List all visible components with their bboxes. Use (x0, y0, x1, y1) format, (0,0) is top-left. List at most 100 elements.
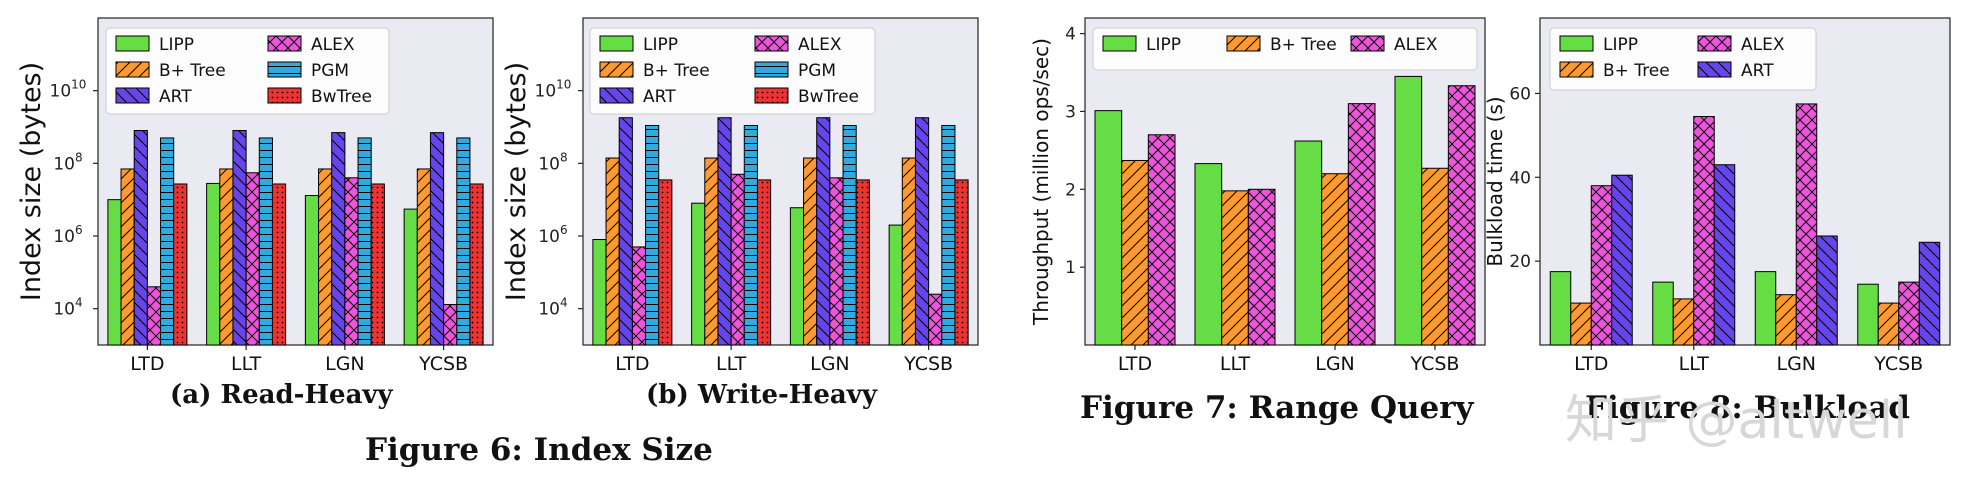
legend-label: BwTree (311, 87, 372, 107)
x-tick-label-ltd: LTD (615, 353, 649, 375)
legend: LIPP B+ Tree ALEX (1092, 27, 1478, 71)
y-tick-label: 104 (53, 296, 82, 320)
bar-hatch-art-llt (717, 117, 732, 345)
chart-3: 1 2 3 4 Throughput (million ops/sec) LTD LLT LG… (1029, 17, 1486, 375)
bar-hatch-bplus-tree-ltd (606, 158, 620, 345)
y-tick-label: 108 (538, 150, 567, 174)
bar-lipp-ycsb (888, 224, 903, 346)
bar-lipp-ycsb (1394, 75, 1423, 346)
bar-hatch-alex-ycsb (928, 294, 942, 345)
bar-hatch-bwtree-llt (757, 179, 771, 345)
y-tick-label: 106 (53, 223, 82, 247)
bar-hatch-bwtree-ltd (173, 183, 187, 345)
bar-hatch-art-ycsb (915, 117, 929, 345)
bar-hatch-alex-lgn (344, 177, 359, 345)
y-tick-label: 20 (1509, 252, 1531, 272)
x-tick-label-lgn: LGN (810, 353, 850, 375)
legend: LIPP ALEX B+ Tree PGM ART BwTree (589, 27, 876, 115)
legend-item-lipp: LIPP (1102, 35, 1181, 55)
legend-label: BwTree (798, 87, 859, 107)
bar-lipp-ltd (1094, 110, 1123, 346)
bar-hatch-bwtree-ltd (658, 179, 672, 345)
bar-hatch-pgm-ycsb (456, 137, 470, 345)
y-tick-label: 1010 (50, 78, 87, 102)
bar-hatch-art-ycsb (430, 132, 444, 345)
legend-label: LIPP (159, 35, 194, 55)
legend-label: ALEX (311, 35, 355, 55)
legend-item-bplus-tree: B+ Tree (1559, 61, 1670, 81)
y-axis-label: Index size (bytes) (16, 62, 47, 301)
legend-item-bwtree: BwTree (267, 87, 372, 107)
bar-hatch-alex-ycsb (1898, 282, 1920, 345)
legend-label: B+ Tree (159, 61, 226, 81)
bar-lipp-lgn (1754, 271, 1777, 346)
bar-hatch-alex-ltd (632, 246, 646, 345)
bar-hatch-pgm-llt (744, 125, 758, 345)
bar-hatch-alex-ycsb (443, 304, 457, 345)
bar-hatch-bplus-tree-lgn (803, 158, 817, 345)
bar-hatch-bwtree-llt (272, 183, 286, 345)
bar-hatch-art-lgn (331, 132, 345, 345)
bar-hatch-art-lgn (816, 117, 830, 345)
bar-lipp-llt (1194, 163, 1223, 346)
x-tick-label-llt: LLT (716, 353, 747, 375)
y-tick-label: 3 (1065, 102, 1076, 122)
y-axis-label: Throughput (million ops/sec) (1029, 38, 1053, 326)
bar-hatch-alex-ycsb (1448, 85, 1475, 345)
legend-label: B+ Tree (643, 61, 710, 81)
bar-hatch-bplus-tree-ycsb (417, 168, 431, 345)
bar-hatch-alex-ltd (147, 286, 161, 345)
bar-hatch-pgm-ycsb (941, 125, 955, 345)
x-tick-label-lgn: LGN (1315, 353, 1355, 375)
bar-hatch-pgm-ltd (160, 137, 174, 345)
legend-item-lipp: LIPP (115, 35, 194, 55)
legend-label: PGM (798, 61, 836, 81)
legend-item-pgm: PGM (267, 61, 349, 81)
legend-item-alex: ALEX (1697, 35, 1785, 55)
bar-hatch-bwtree-ycsb (954, 179, 969, 345)
legend-label: ALEX (798, 35, 842, 55)
bar-hatch-bplus-tree-lgn (1321, 173, 1349, 345)
legend-item-alex: ALEX (754, 35, 842, 55)
bar-hatch-alex-llt (246, 172, 260, 345)
bar-lipp-ltd (1549, 271, 1572, 346)
bar-hatch-alex-llt (1693, 116, 1715, 346)
caption-write-heavy: (b) Write-Heavy (646, 380, 877, 410)
bar-hatch-alex-lgn (1348, 103, 1375, 346)
legend-item-bplus-tree: B+ Tree (599, 61, 710, 81)
bar-lipp-lgn (1294, 140, 1323, 346)
legend-item-pgm: PGM (754, 61, 836, 81)
legend-item-alex: ALEX (267, 35, 355, 55)
legend-item-lipp: LIPP (599, 35, 678, 55)
bar-lipp-ltd (592, 239, 607, 346)
bar-lipp-lgn (304, 195, 320, 346)
bar-hatch-alex-lgn (829, 177, 844, 345)
bar-hatch-bplus-tree-llt (1221, 190, 1249, 345)
legend-label: B+ Tree (1603, 61, 1670, 81)
legend-item-art: ART (1697, 61, 1774, 81)
y-tick-label: 60 (1509, 84, 1531, 104)
legend-label: B+ Tree (1270, 35, 1337, 55)
bar-lipp-ltd (107, 199, 122, 346)
bar-lipp-ycsb (1857, 283, 1879, 346)
legend-item-alex: ALEX (1350, 35, 1438, 55)
y-tick-label: 108 (53, 150, 82, 174)
bar-lipp-lgn (789, 207, 805, 346)
x-tick-label-ycsb: YCSB (418, 353, 468, 375)
x-tick-label-ltd: LTD (130, 353, 164, 375)
bar-hatch-alex-ltd (1148, 134, 1175, 345)
legend-label: LIPP (1146, 35, 1181, 55)
bar-hatch-art-ycsb (1919, 242, 1940, 345)
caption-figure-6: Figure 6: Index Size (365, 432, 713, 468)
bar-hatch-bplus-tree-lgn (318, 168, 332, 345)
y-tick-label: 1 (1065, 258, 1076, 278)
bar-hatch-pgm-ltd (645, 125, 659, 345)
bar-lipp-llt (1652, 281, 1674, 346)
x-tick-label-llt: LLT (1220, 353, 1251, 375)
legend-label: PGM (311, 61, 349, 81)
legend-label: ALEX (1741, 35, 1785, 55)
watermark: 知乎 @altwell (1565, 391, 1908, 451)
y-tick-label: 1010 (535, 78, 572, 102)
